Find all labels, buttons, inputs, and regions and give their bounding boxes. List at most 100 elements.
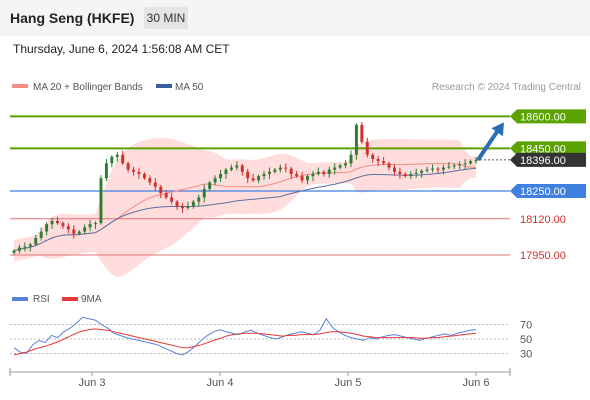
candle-80	[447, 162, 451, 170]
candle-5	[39, 227, 43, 241]
rsi-ma-legend-swatch	[62, 297, 78, 301]
x-tick-label-0: Jun 3	[79, 377, 106, 389]
price-tag-18600.00: 18600.00	[510, 109, 586, 124]
price-tag-18450.00: 18450.00	[510, 141, 586, 156]
candle-41	[235, 161, 239, 171]
ma50-legend-label: MA 50	[175, 82, 204, 93]
rsi-tick-label-30: 30	[520, 349, 532, 361]
candle-23	[137, 167, 141, 179]
candle-57	[322, 170, 326, 177]
candle-59	[333, 163, 337, 175]
bollinger-band-area	[14, 138, 476, 278]
chart-credit: Research © 2024 Trading Central	[432, 82, 581, 93]
candle-21	[126, 161, 130, 173]
top-bar: Hang Seng (HKFE) 30 MIN	[0, 0, 590, 36]
candle-48	[273, 167, 277, 174]
candle-43	[246, 168, 250, 184]
projection-arrow	[476, 122, 504, 161]
ma20-legend-swatch	[12, 84, 28, 88]
candle-70	[392, 164, 396, 176]
candle-46	[262, 170, 266, 180]
candle-42	[240, 163, 244, 176]
candle-2	[23, 242, 27, 252]
candle-15	[94, 221, 98, 230]
interval-button[interactable]: 30 MIN	[144, 7, 188, 29]
price-tag-text-18250.00: 18250.00	[520, 186, 566, 198]
candle-72	[403, 172, 407, 178]
candle-85	[474, 156, 478, 164]
candle-82	[458, 161, 462, 170]
candlesticks	[12, 121, 478, 255]
candle-32	[186, 201, 190, 210]
ma20-legend-label: MA 20 + Bollinger Bands	[33, 82, 143, 93]
candle-14	[88, 219, 92, 232]
price-tag-text-18450.00: 18450.00	[520, 143, 566, 155]
candle-74	[414, 168, 418, 178]
rsi-ma-line	[13, 328, 477, 356]
support-label-18120.00: 18120.00	[520, 214, 566, 226]
candle-18	[110, 155, 114, 168]
candle-76	[425, 166, 429, 173]
candle-84	[469, 159, 473, 165]
candle-69	[387, 161, 391, 171]
price-tag-text-18396.00: 18396.00	[520, 155, 566, 167]
candle-40	[229, 164, 233, 172]
candle-27	[159, 185, 163, 199]
candle-7	[50, 217, 54, 230]
candle-6	[45, 222, 49, 236]
ma50-line	[13, 167, 477, 252]
candle-51	[289, 166, 293, 179]
candle-50	[284, 163, 288, 173]
candle-66	[371, 153, 375, 163]
candle-77	[431, 164, 434, 173]
candle-60	[338, 163, 342, 170]
candle-44	[251, 173, 255, 183]
x-tick-label-2: Jun 5	[335, 377, 362, 389]
rsi-panel: 70 50 30	[10, 316, 532, 361]
price-tag-18396.00: 18396.00	[510, 152, 586, 167]
candle-8	[56, 216, 59, 225]
candle-13	[83, 224, 87, 235]
candle-83	[463, 159, 467, 170]
candle-31	[181, 202, 184, 214]
rsi-line	[13, 316, 477, 356]
candle-45	[257, 174, 261, 184]
candle-49	[278, 164, 282, 173]
chart-datetime: Thursday, June 6, 2024 1:56:08 AM CET	[13, 42, 230, 56]
candle-62	[349, 150, 353, 168]
candle-67	[376, 156, 380, 167]
projection-arrow-head	[491, 122, 504, 137]
candle-28	[164, 190, 168, 200]
candle-35	[202, 184, 206, 203]
candle-34	[197, 194, 201, 206]
candle-55	[311, 170, 315, 182]
candle-75	[420, 169, 424, 178]
rsi-ma-legend-label: 9MA	[81, 294, 102, 305]
candle-71	[398, 167, 402, 179]
x-tick-label-1: Jun 4	[207, 377, 234, 389]
candle-36	[208, 180, 212, 191]
candle-1	[17, 244, 21, 254]
candle-73	[409, 170, 413, 179]
ma50-legend-swatch	[156, 84, 172, 88]
price-tag-18250.00: 18250.00	[510, 184, 586, 199]
candle-4	[34, 235, 38, 247]
candle-47	[267, 167, 271, 179]
price-levels	[10, 115, 510, 256]
candle-16	[99, 175, 103, 225]
rsi-tick-label-70: 70	[520, 320, 532, 332]
candle-37	[213, 175, 217, 186]
projection-arrow-shaft	[476, 126, 502, 161]
candle-79	[441, 164, 445, 175]
rsi-legend-label: RSI	[33, 294, 50, 305]
candle-64	[360, 121, 364, 144]
candle-11	[72, 225, 76, 239]
candle-19	[115, 151, 119, 162]
rsi-legend-swatch	[12, 297, 28, 301]
candle-58	[327, 166, 331, 178]
candle-52	[295, 170, 299, 178]
candle-25	[148, 175, 152, 186]
candle-78	[436, 166, 440, 174]
candle-54	[306, 174, 309, 185]
